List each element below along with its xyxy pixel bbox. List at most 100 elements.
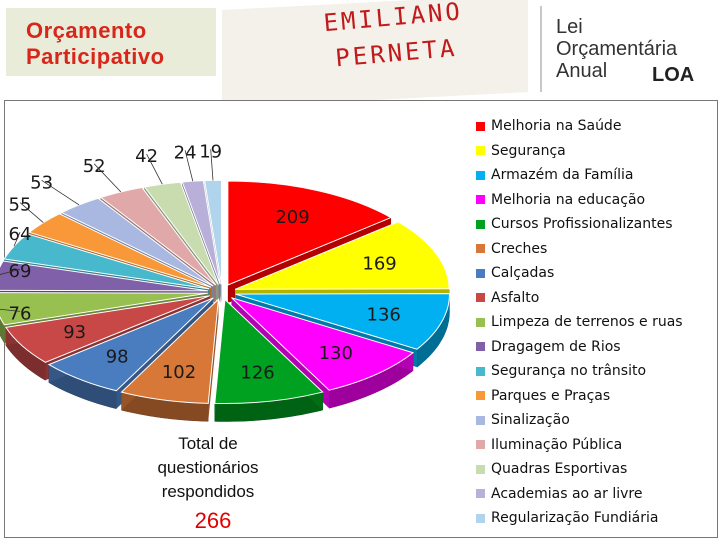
legend-item: Calçadas (476, 261, 683, 286)
pie-slice-2 (234, 221, 450, 290)
loa-logo: Lei Orçamentária Anual LOA (540, 6, 716, 92)
pie-value-label-4: 130 (319, 343, 353, 364)
legend-swatch (476, 293, 485, 303)
legend-swatch (476, 244, 485, 254)
legend-swatch (476, 146, 485, 156)
total-label: Total de questionários respondidos (157, 434, 259, 501)
legend-label: Segurança no trânsito (491, 363, 647, 380)
legend-swatch (476, 513, 485, 523)
legend-item: Asfalto (476, 286, 683, 311)
legend-item: Limpeza de terrenos e ruas (476, 310, 683, 335)
legend-item: Quadras Esportivas (476, 457, 683, 482)
legend-swatch (476, 219, 485, 229)
pie-value-label-11: 64 (9, 224, 32, 245)
legend-swatch (476, 489, 485, 499)
legend-item: Segurança no trânsito (476, 359, 683, 384)
total-value: 266 (194, 508, 232, 533)
legend-swatch (476, 366, 485, 376)
legend-item: Creches (476, 237, 683, 262)
pie-value-label-15: 42 (135, 146, 158, 167)
legend-item: Iluminação Pública (476, 433, 683, 458)
logo-right-line3: Anual (556, 60, 608, 82)
pie-value-label-16: 24 (174, 142, 197, 163)
pie-slice-7 (47, 297, 214, 392)
legend-swatch (476, 170, 485, 180)
pie-leader-line-12 (19, 202, 44, 223)
legend-item: Regularização Fundiária (476, 506, 683, 531)
pie-leader-line-14 (93, 163, 122, 193)
legend-label: Limpeza de terrenos e ruas (491, 314, 683, 331)
legend-swatch (476, 195, 485, 205)
pie-value-label-10: 69 (9, 261, 32, 282)
pie-slice-9 (0, 292, 209, 326)
legend-swatch (476, 464, 485, 474)
pie-slice-3 (235, 293, 450, 350)
pie-value-label-12: 55 (9, 195, 32, 216)
pie-leader-line-11 (13, 231, 21, 247)
pie-value-label-6: 102 (162, 362, 196, 383)
legend-item: Sinalização (476, 408, 683, 433)
pie-slice-4 (231, 297, 415, 391)
pie-slice-10 (0, 260, 209, 292)
pie-value-label-13: 53 (30, 172, 53, 193)
legend-label: Regularização Fundiária (491, 510, 659, 527)
legend-swatch (476, 391, 485, 401)
orcamento-participativo-logo: Orçamento Participativo (6, 8, 216, 76)
legend-swatch (476, 415, 485, 425)
chart-legend: Melhoria na Saúde Segurança Armazém da Fam… (476, 114, 683, 531)
legend-label: Dragagem de Rios (491, 338, 621, 355)
logo-left-line1: Orçamento (26, 18, 147, 43)
pie-value-label-8: 93 (63, 322, 86, 343)
legend-swatch (476, 342, 485, 352)
legend-swatch (476, 121, 485, 131)
legend-label: Academias ao ar livre (491, 485, 643, 502)
pie-value-label-3: 136 (367, 305, 401, 326)
legend-item: Armazém da Família (476, 163, 683, 188)
pie-value-label-1: 209 (275, 207, 309, 228)
legend-item: Dragagem de Rios (476, 335, 683, 360)
legend-label: Asfalto (491, 289, 540, 306)
pie-leader-line-9 (0, 308, 21, 312)
pie-slice-1 (227, 180, 392, 286)
legend-label: Melhoria na Saúde (491, 118, 622, 135)
pie-value-label-9: 76 (9, 303, 32, 324)
logo-right-line1: Lei (556, 16, 583, 38)
header: Orçamento Participativo EMILIANO PERNETA… (0, 0, 720, 109)
legend-label: Calçadas (491, 265, 555, 282)
legend-label: Melhoria na educação (491, 191, 646, 208)
pie-leader-line-16 (184, 150, 194, 182)
legend-label: Parques e Praças (491, 387, 611, 404)
legend-label: Cursos Profissionalizantes (491, 216, 673, 233)
pie-slice-13 (60, 197, 214, 287)
legend-label: Creches (491, 240, 548, 257)
pie-leader-line-10 (0, 268, 21, 275)
legend-label: Armazém da Família (491, 167, 634, 184)
pie-value-label-14: 52 (83, 156, 106, 177)
pie-slice-12 (28, 213, 212, 288)
legend-swatch (476, 268, 485, 278)
pie-slice-8 (5, 295, 210, 363)
legend-item: Melhoria na educação (476, 188, 683, 213)
legend-label: Segurança (491, 142, 566, 159)
legend-item: Melhoria na Saúde (476, 114, 683, 139)
pie-slice-14 (99, 186, 217, 286)
pie-slice-5 (214, 298, 324, 405)
pie-value-label-2: 169 (362, 253, 396, 274)
pie-leader-line-17 (210, 149, 214, 181)
legend-label: Quadras Esportivas (491, 461, 628, 478)
logo-left-line2: Participativo (26, 44, 165, 69)
pie-leader-line-13 (41, 179, 80, 206)
legend-swatch (476, 440, 485, 450)
legend-label: Iluminação Pública (491, 436, 623, 453)
legend-item: Academias ao ar livre (476, 482, 683, 507)
pie-slice-16 (181, 180, 221, 285)
pie-slice-6 (120, 298, 220, 404)
pie-value-label-7: 98 (106, 347, 129, 368)
pie-leader-line-15 (146, 153, 163, 185)
legend-item: Parques e Praças (476, 384, 683, 409)
logo-right-line2: Orçamentária (556, 38, 678, 60)
legend-label: Sinalização (491, 412, 570, 429)
pie-value-label-5: 126 (240, 363, 274, 384)
logo-right-badge: LOA (652, 64, 695, 86)
